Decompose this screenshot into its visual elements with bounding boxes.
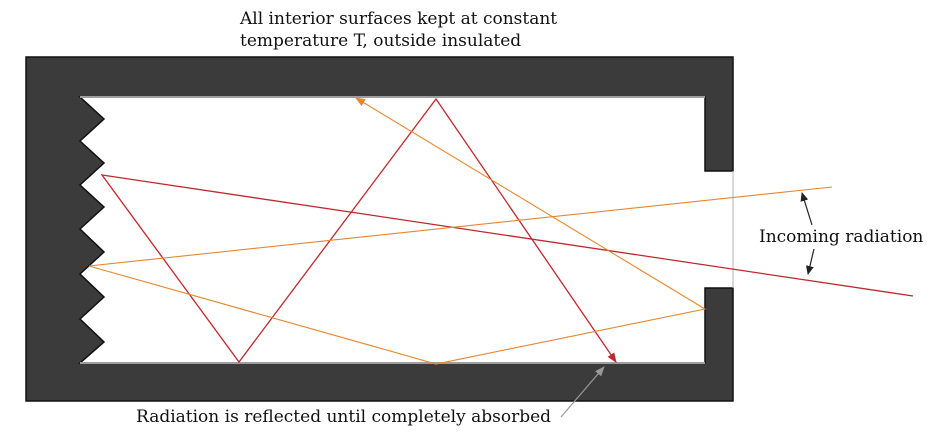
cavity-wall-body xyxy=(25,56,734,402)
bottom-caption: Radiation is reflected until completely … xyxy=(136,407,552,427)
top-caption: All interior surfaces kept at constant t… xyxy=(240,9,558,51)
aperture-opening xyxy=(706,172,735,287)
cavity-walls xyxy=(25,56,735,402)
red-ray-path xyxy=(100,97,914,364)
incoming-radiation-caption: Incoming radiation xyxy=(759,227,924,247)
incoming-arrow-down xyxy=(805,248,815,275)
absorption-pointer-arrow xyxy=(560,366,605,418)
incoming-arrow-up xyxy=(800,192,813,226)
orange-ray-path xyxy=(88,97,833,365)
